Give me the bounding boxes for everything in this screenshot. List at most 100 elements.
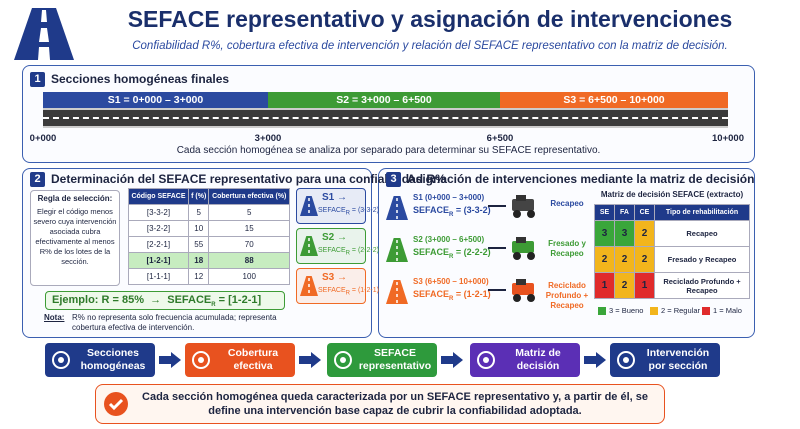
- card-label: SEFACE: [318, 247, 346, 254]
- row-sub: R: [449, 211, 454, 218]
- flow-label: Cobertura efectiva: [227, 347, 279, 372]
- row-value: = (2-2-2): [455, 247, 491, 257]
- card-sub: R: [345, 250, 350, 257]
- matrix-row: 1 2 1 Reciclado Profundo + Recapeo: [594, 272, 750, 299]
- matrix-header: CE: [634, 204, 655, 221]
- table-cell: 88: [208, 252, 290, 269]
- road-icon: [300, 276, 318, 296]
- legend-swatch: [650, 307, 658, 315]
- footer-text: Cada sección homogénea queda caracteriza…: [142, 391, 648, 417]
- legend-swatch: [598, 307, 606, 315]
- matrix-cell: 2: [594, 246, 615, 273]
- segment-bar: S3 = 6+500 – 10+000: [500, 92, 728, 108]
- table-cell: [1-2-1]: [128, 252, 189, 269]
- rule-text: Elegir el código menos severo cuya inter…: [33, 207, 117, 266]
- row-code: SEFACER = (3-3-2): [413, 205, 491, 218]
- machine-icon: [512, 195, 535, 218]
- row-value: = (1-2-1): [455, 289, 491, 299]
- card-label: SEFACE: [318, 207, 346, 214]
- table-cell: 55: [187, 236, 210, 253]
- road-icon: [386, 238, 408, 262]
- table-cell: [2-2-1]: [128, 236, 189, 253]
- flow-arrow: [299, 352, 321, 368]
- matrix-cell: 2: [634, 246, 655, 273]
- section-number: 1: [30, 72, 45, 87]
- row-label: SEFACE: [413, 247, 450, 257]
- flow-arrow: [159, 352, 181, 368]
- row-action: Recapeo: [550, 199, 584, 208]
- flow-label: SEFACE representativo: [358, 347, 432, 372]
- note-text: R% no representa solo frecuencia acumula…: [72, 313, 277, 332]
- flow-icon: [52, 351, 70, 369]
- example-code: = [1-2-1]: [218, 294, 262, 306]
- station-label: 10+000: [712, 133, 744, 144]
- matrix-row: 3 3 2 Recapeo: [594, 220, 750, 247]
- flow-label: Secciones homogéneas: [80, 347, 146, 372]
- flow-arrow: [584, 352, 606, 368]
- card-label: SEFACE: [318, 287, 346, 294]
- road-icon: [386, 196, 408, 220]
- example-sub: R: [211, 302, 216, 309]
- table-cell: [1-1-1]: [128, 268, 189, 285]
- legend-label: 1 = Malo: [713, 306, 742, 315]
- decision-matrix: SE FA CE Tipo de rehabilitación 3 3 2 Recapeo 2 2…: [594, 204, 750, 299]
- table-header: f (%): [187, 188, 210, 205]
- section-number: 2: [30, 172, 45, 187]
- table-cell: 70: [208, 236, 290, 253]
- table-cell: [3-3-2]: [128, 204, 189, 221]
- arrow: [488, 205, 506, 207]
- road-icon: [300, 236, 318, 256]
- matrix-cell: Fresado y Recapeo: [654, 246, 750, 273]
- note-label: Nota:: [44, 313, 65, 322]
- row-code: SEFACER = (2-2-2): [413, 247, 491, 260]
- arrow: [488, 247, 506, 249]
- card-code: SEFACER = (1-2-1): [318, 287, 379, 296]
- flow-label: Matriz de decisión: [515, 347, 561, 372]
- card-value: = (3-3-2): [351, 207, 379, 214]
- card-code: SEFACER = (2-2-2): [318, 247, 379, 256]
- table-row: [1-1-1] 12 100: [128, 268, 290, 285]
- example: Ejemplo: R = 85% → SEFACER = [1-2-1]: [52, 294, 261, 308]
- legend-label: 3 = Bueno: [609, 306, 644, 315]
- row-sub: R: [449, 253, 454, 260]
- section-number: 3: [386, 172, 401, 187]
- row-section: S3 (6+500 – 10+000): [413, 277, 489, 286]
- legend-swatch: [702, 307, 710, 315]
- header-row: Código SEFACE f (%) Cobertura efectiva (%): [128, 188, 290, 205]
- station-label: 6+500: [486, 133, 514, 144]
- table-cell: [3-2-2]: [128, 220, 189, 237]
- matrix-title: Matriz de decisión SEFACE (extracto): [600, 190, 744, 199]
- row-section: S2 (3+000 – 6+500): [413, 235, 485, 244]
- flow-icon: [617, 351, 635, 369]
- road-icon: [386, 280, 408, 304]
- matrix-cell: 1: [594, 272, 615, 299]
- matrix-header: FA: [614, 204, 635, 221]
- flow-icon: [334, 351, 352, 369]
- row-action: Reciclado Profundo + Recapeo: [545, 281, 589, 310]
- table-cell: 10: [187, 220, 210, 237]
- matrix-cell: 1: [634, 272, 655, 299]
- card-name: S1 →: [322, 192, 348, 203]
- arrow: [488, 289, 506, 291]
- card-code: SEFACER = (3-3-2): [318, 207, 379, 216]
- matrix-cell: 3: [614, 220, 635, 247]
- flow-icon: [477, 351, 495, 369]
- rule-title: Regla de selección:: [37, 194, 113, 203]
- flow-arrow: [441, 352, 463, 368]
- road-icon: [300, 196, 318, 216]
- row-sub: R: [449, 295, 454, 302]
- matrix-cell: Recapeo: [654, 220, 750, 247]
- card-value: = (2-2-2): [351, 247, 379, 254]
- legend-label: 2 = Regular: [661, 306, 700, 315]
- table-cell: 100: [208, 268, 290, 285]
- segment-bar: S2 = 3+000 – 6+500: [268, 92, 500, 108]
- card-sub: R: [345, 210, 350, 217]
- table-cell: 15: [208, 220, 290, 237]
- matrix-cell: 2: [634, 220, 655, 247]
- check-icon: [104, 392, 128, 416]
- rule-box: [30, 190, 120, 286]
- title: SEFACE representativo y asignación de in…: [127, 6, 733, 32]
- section-title: Secciones homogéneas finales: [51, 72, 230, 86]
- table-row: [3-2-2] 10 15: [128, 220, 290, 237]
